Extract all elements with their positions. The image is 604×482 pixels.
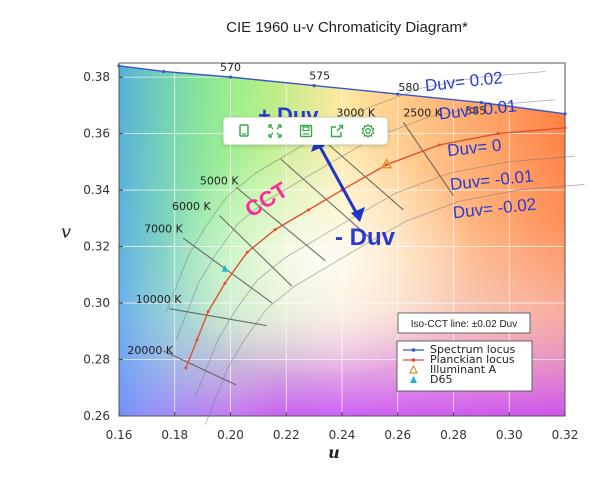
duv-arrow-shaft bbox=[316, 142, 360, 217]
cct-label: 20000 K bbox=[127, 344, 173, 357]
cct-label: 10000 K bbox=[136, 293, 182, 306]
settings-button[interactable] bbox=[357, 120, 379, 142]
spectrum-locus-point bbox=[563, 112, 567, 116]
iso-cct-line bbox=[169, 308, 267, 327]
duv-arc bbox=[195, 155, 575, 397]
cct-label: 3000 K bbox=[336, 107, 375, 120]
share-icon bbox=[330, 124, 343, 138]
y-tick-label: 0.26 bbox=[83, 409, 110, 423]
planckian-locus-point bbox=[438, 143, 442, 147]
planckian-locus-point bbox=[273, 228, 277, 232]
x-axis-label: u bbox=[328, 443, 340, 462]
cct-label: 2500 K bbox=[403, 107, 442, 120]
spectrum-wavelength-label: 585 bbox=[465, 105, 486, 118]
minus-duv-annotation: - Duv bbox=[335, 224, 396, 251]
expand-button[interactable] bbox=[264, 120, 286, 142]
x-tick-label: 0.28 bbox=[440, 428, 467, 442]
legend-planckian-dot bbox=[411, 358, 416, 362]
expand-icon bbox=[267, 124, 282, 138]
iso-cct-line bbox=[163, 350, 237, 386]
spectrum-locus-point bbox=[479, 100, 483, 105]
save-icon bbox=[299, 124, 312, 138]
spectrum-wavelength-label: 575 bbox=[309, 70, 330, 83]
x-tick-label: 0.32 bbox=[552, 428, 579, 442]
spectrum-locus-point bbox=[162, 69, 166, 74]
planckian-locus-point bbox=[245, 250, 249, 254]
planckian-locus-point bbox=[563, 126, 567, 130]
x-tick-label: 0.18 bbox=[161, 428, 188, 442]
cct-label: 7000 K bbox=[144, 222, 183, 235]
copy-icon bbox=[238, 124, 249, 137]
spectrum-wavelength-label: 580 bbox=[398, 81, 419, 94]
planckian-locus-point bbox=[496, 132, 500, 136]
planckian-locus-point bbox=[223, 281, 227, 285]
legend-box bbox=[396, 340, 533, 392]
x-tick-label: 0.26 bbox=[384, 428, 411, 442]
iso-cct-line bbox=[218, 215, 293, 287]
duv-arcs bbox=[166, 71, 585, 425]
planckian-locus-point bbox=[385, 163, 389, 167]
iso-cct-lines bbox=[163, 121, 454, 386]
x-tick-label: 0.16 bbox=[106, 428, 133, 442]
y-tick-label: 0.28 bbox=[83, 353, 110, 367]
y-tick-label: 0.36 bbox=[83, 127, 110, 141]
duv-arc bbox=[166, 71, 546, 312]
save-button[interactable] bbox=[295, 120, 317, 142]
legend-label: Spectrum locus bbox=[430, 343, 516, 356]
iso-cct-line bbox=[280, 158, 371, 239]
legend-label: Illuminant A bbox=[430, 363, 497, 376]
planckian-locus-point bbox=[206, 310, 210, 314]
y-tick-label: 0.34 bbox=[83, 183, 110, 197]
legend-d65-swatch bbox=[410, 376, 417, 383]
duv-arc bbox=[175, 99, 556, 340]
iso-cct-line bbox=[402, 121, 454, 197]
duv-arc bbox=[205, 184, 585, 425]
cct-label: 6000 K bbox=[172, 200, 211, 213]
x-tick-label: 0.22 bbox=[273, 428, 300, 442]
iso-cct-note: Iso-CCT line: ±0.02 Duv bbox=[411, 319, 517, 330]
planckian-locus-point bbox=[195, 338, 199, 342]
legend-label: Planckian locus bbox=[430, 353, 515, 366]
planckian-locus-point bbox=[307, 208, 311, 212]
duv-arrow-head-down bbox=[351, 207, 365, 222]
x-tick-label: 0.20 bbox=[217, 428, 244, 442]
share-button[interactable] bbox=[326, 120, 348, 142]
y-tick-label: 0.30 bbox=[83, 296, 110, 310]
iso-cct-line bbox=[322, 138, 404, 211]
iso-cct-note-box bbox=[397, 312, 531, 334]
spectrum-locus-point bbox=[117, 64, 121, 68]
iso-cct-line bbox=[235, 186, 326, 262]
spectrum-locus-point bbox=[396, 92, 400, 96]
planckian-locus-line bbox=[185, 127, 566, 369]
x-tick-label: 0.24 bbox=[329, 428, 356, 442]
illuminant-a-marker bbox=[380, 158, 393, 169]
copy-button[interactable] bbox=[233, 120, 255, 142]
legend-illuminant-a-swatch bbox=[408, 364, 419, 374]
spectrum-wavelength-label: 570 bbox=[220, 61, 241, 74]
cct-label: 5000 K bbox=[200, 174, 239, 187]
d65-marker bbox=[221, 265, 229, 272]
legend-label: D65 bbox=[430, 373, 452, 386]
y-tick-label: 0.38 bbox=[83, 70, 110, 84]
spectrum-locus-point bbox=[228, 75, 233, 79]
x-tick-label: 0.30 bbox=[496, 428, 523, 442]
settings-icon bbox=[360, 123, 375, 139]
y-axis-label: v bbox=[61, 222, 71, 243]
planckian-locus-point bbox=[184, 366, 188, 370]
image-toolbar bbox=[223, 117, 388, 145]
chart-title: CIE 1960 u-v Chromaticity Diagram* bbox=[226, 19, 468, 36]
spectrum-locus-point bbox=[312, 83, 316, 88]
legend-spectrum-dot bbox=[411, 348, 416, 352]
y-tick-label: 0.32 bbox=[83, 240, 110, 254]
